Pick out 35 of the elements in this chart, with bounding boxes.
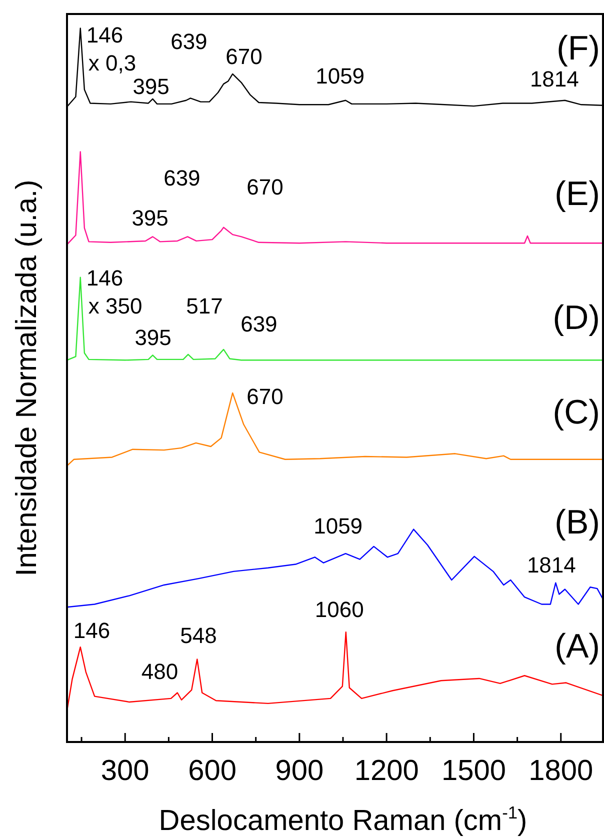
series-label: (B) xyxy=(554,503,600,542)
series-label: (C) xyxy=(552,393,600,432)
annotation: x 0,3 xyxy=(88,50,136,76)
annotation: 1060 xyxy=(314,597,364,622)
annotation: 146 xyxy=(73,618,110,644)
x-tick-label: 900 xyxy=(275,755,324,787)
x-tick-label: 300 xyxy=(100,755,150,787)
annotation: x 350 xyxy=(88,293,142,318)
annotation: 395 xyxy=(132,206,168,231)
annotation: 146 xyxy=(86,22,124,48)
x-tick-label: 1200 xyxy=(354,755,419,787)
annotation: 639 xyxy=(170,28,208,54)
y-axis-title: Intensidade Normalizada (u.a.) xyxy=(11,180,43,576)
annotation: 1059 xyxy=(314,514,363,539)
annotation: 146 xyxy=(86,265,124,290)
annotation: 395 xyxy=(132,74,170,99)
annotation: 1814 xyxy=(530,66,579,92)
x-tick-label: 1500 xyxy=(441,755,506,787)
annotation: 670 xyxy=(246,174,284,200)
x-tick-label: 600 xyxy=(188,755,236,787)
annotation: 1814 xyxy=(526,552,576,578)
annotation: 517 xyxy=(186,293,223,318)
annotation: 639 xyxy=(164,165,200,190)
series-label: (D) xyxy=(552,299,600,338)
annotation: 1059 xyxy=(316,63,365,88)
x-tick-label: 1800 xyxy=(528,755,594,787)
annotation: 670 xyxy=(226,44,262,69)
annotation: 480 xyxy=(141,658,178,684)
annotation: 395 xyxy=(134,325,172,350)
annotation: 639 xyxy=(240,311,278,336)
series-label: (E) xyxy=(554,175,600,214)
series-label: (F) xyxy=(556,29,600,68)
series-label: (A) xyxy=(554,628,600,666)
annotation: 548 xyxy=(180,623,217,648)
annotation: 670 xyxy=(246,384,284,409)
